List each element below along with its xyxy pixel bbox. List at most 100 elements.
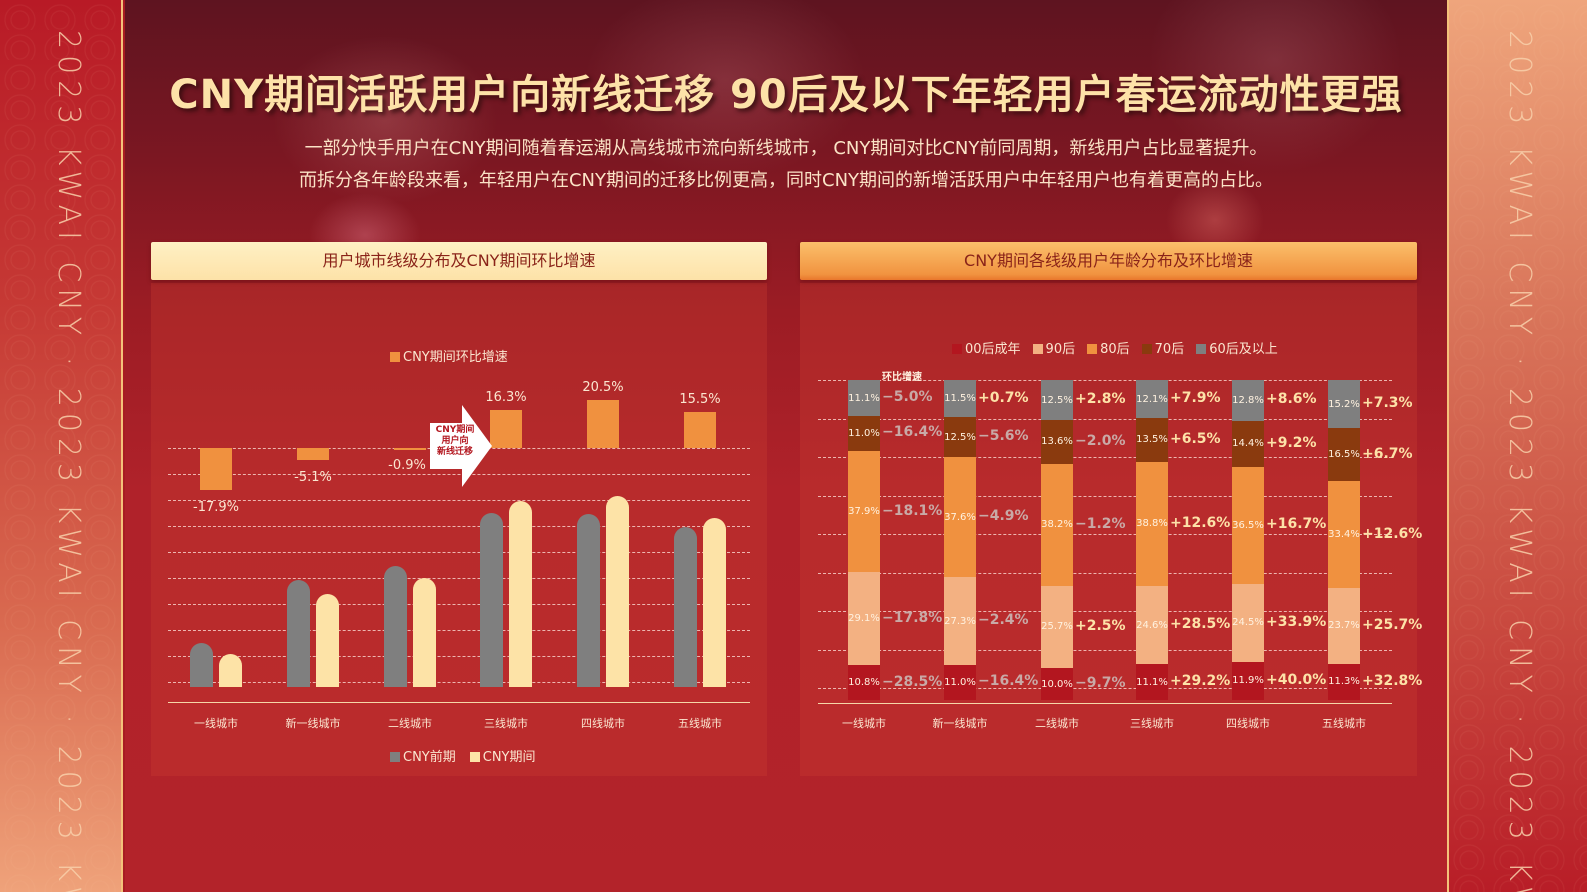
growth-bar	[490, 410, 522, 448]
side-banner-text: 2023 KWAI CNY · 2023 KWAI CNY · 2023 KWA…	[51, 30, 86, 892]
gridline	[818, 534, 1392, 535]
bar-segment: 10.0%	[1041, 668, 1073, 700]
growth-rate-label: +28.5%	[1170, 616, 1231, 633]
x-axis-label: 四线城市	[1226, 717, 1270, 730]
bar-cny-pre	[480, 513, 503, 687]
x-axis-label: 五线城市	[1322, 717, 1366, 730]
growth-rate-label: +32.8%	[1362, 672, 1423, 689]
growth-rate-label: −4.9%	[978, 508, 1029, 525]
growth-rate-label: +6.5%	[1170, 431, 1221, 447]
gridline	[168, 604, 750, 605]
growth-rate-label: −5.0%	[882, 389, 933, 406]
growth-rate-label: −16.4%	[882, 424, 943, 441]
bar-segment: 24.6%	[1136, 585, 1168, 665]
side-banner-text: 2023 KWAI CNY · 2023 KWAI CNY · 2023 KWA…	[1502, 30, 1537, 892]
growth-label: 16.3%	[485, 390, 527, 406]
bar-cny-during	[316, 594, 339, 687]
growth-rate-label: +2.5%	[1075, 617, 1126, 634]
growth-rate-label: +9.2%	[1266, 434, 1317, 451]
gridline	[818, 611, 1392, 612]
subtitle-line-1: 一部分快手用户在CNY期间随着春运潮从高线城市流向新线城市， CNY期间对比CN…	[304, 138, 1268, 159]
bar-cny-pre	[384, 566, 407, 687]
growth-bar	[394, 448, 426, 451]
bar-segment: 12.8%	[1232, 379, 1264, 421]
bar-segment: 23.7%	[1328, 588, 1360, 664]
gridline	[168, 578, 750, 579]
growth-rate-label: +7.3%	[1362, 395, 1413, 411]
legend-label: 90后	[1045, 342, 1076, 357]
bar-segment: 11.9%	[1232, 661, 1264, 700]
left-chart-panel	[151, 283, 767, 776]
bar-segment: 38.8%	[1136, 461, 1168, 586]
bar-segment: 11.1%	[848, 380, 880, 416]
legend-label: CNY期间环比增速	[403, 350, 508, 365]
legend-swatch	[1032, 344, 1043, 354]
bar-segment: 38.2%	[1041, 463, 1073, 586]
bar-segment: 11.1%	[1136, 664, 1168, 700]
gridline	[818, 495, 1392, 497]
growth-rate-caption: 环比增速	[882, 372, 922, 383]
bar-segment: 10.8%	[848, 665, 880, 700]
legend-swatch	[390, 752, 400, 762]
bar-cny-pre	[674, 527, 697, 687]
x-axis-label: 一线城市	[842, 717, 886, 730]
bar-cny-during	[219, 654, 242, 687]
growth-rate-label: −28.5%	[882, 673, 943, 690]
legend-label: 00后成年	[965, 342, 1021, 357]
right-panel-header: CNY期间各线级用户年龄分布及环比增速	[800, 242, 1417, 280]
growth-rate-label: +40.0%	[1266, 671, 1327, 688]
legend-item: 60后及以上	[1196, 338, 1278, 357]
bar-cny-during	[606, 496, 629, 687]
gridline	[168, 552, 750, 553]
stacked-bar: 11.0% 27.3% 37.6% 12.5% 11.5%	[944, 380, 976, 700]
growth-legend: CNY期间环比增速	[390, 346, 508, 365]
bar-segment: 27.3%	[944, 577, 976, 665]
bar-segment: 12.5%	[944, 417, 976, 458]
bar-segment: 13.6%	[1041, 420, 1073, 464]
arrow-callout-text: CNY期间 用户向 新线迁移	[435, 425, 475, 457]
bar-segment: 13.5%	[1136, 418, 1168, 462]
right-side-banner: 2023 KWAI CNY · 2023 KWAI CNY · 2023 KWA…	[1447, 0, 1587, 892]
gridline	[818, 649, 1392, 651]
main-slide: CNY期间活跃用户向新线迁移 90后及以下年轻用户春运流动性更强 一部分快手用户…	[125, 0, 1447, 892]
gridline	[818, 688, 1392, 689]
growth-rate-label: +7.9%	[1170, 390, 1221, 407]
x-axis-label: 三线城市	[1130, 717, 1174, 730]
growth-label: -5.1%	[294, 469, 332, 485]
gridline	[818, 572, 1392, 574]
gridline	[168, 526, 750, 527]
legend-label: 80后	[1100, 342, 1130, 357]
growth-rate-label: +0.7%	[978, 389, 1029, 406]
bar-segment: 24.5%	[1232, 583, 1264, 662]
bar-segment: 11.3%	[1328, 663, 1360, 700]
gridline	[168, 474, 750, 475]
left-side-banner: 2023 KWAI CNY · 2023 KWAI CNY · 2023 KWA…	[0, 0, 123, 892]
growth-rate-label: −17.8%	[882, 609, 943, 626]
bar-segment: 29.1%	[848, 572, 880, 666]
legend-swatch	[952, 344, 962, 354]
gridline	[168, 682, 750, 683]
growth-rate-label: −16.4%	[978, 673, 1039, 690]
x-axis-label: 三线城市	[484, 717, 528, 730]
growth-rate-label: +33.9%	[1266, 613, 1327, 630]
growth-rate-label: +2.8%	[1075, 391, 1126, 407]
growth-rate-label: +12.6%	[1170, 514, 1231, 531]
growth-rate-label: +8.6%	[1266, 391, 1317, 408]
legend-swatch	[1196, 344, 1207, 354]
wave-pattern	[0, 0, 121, 892]
x-axis-label: 四线城市	[581, 717, 625, 730]
growth-bar	[684, 411, 716, 448]
bar-segment: 16.5%	[1328, 428, 1360, 482]
bar-segment: 12.1%	[1136, 379, 1168, 419]
age-legend: 00后成年 90后 80后 70后 60后及以上	[952, 338, 1278, 357]
stacked-bar: 11.3% 23.7% 33.4% 16.5% 15.2%	[1328, 379, 1360, 700]
x-axis-label: 新一线城市	[285, 717, 341, 730]
bar-cny-during	[413, 578, 436, 687]
growth-rate-label: −2.4%	[978, 612, 1029, 629]
legend-label: 70后	[1154, 342, 1185, 357]
bar-segment: 25.7%	[1041, 585, 1073, 668]
growth-rate-label: −1.2%	[1075, 515, 1126, 532]
growth-label: -17.9%	[193, 499, 239, 515]
gridline	[818, 380, 1392, 381]
stacked-bar: 11.9% 24.5% 36.5% 14.4% 12.8%	[1232, 379, 1264, 700]
